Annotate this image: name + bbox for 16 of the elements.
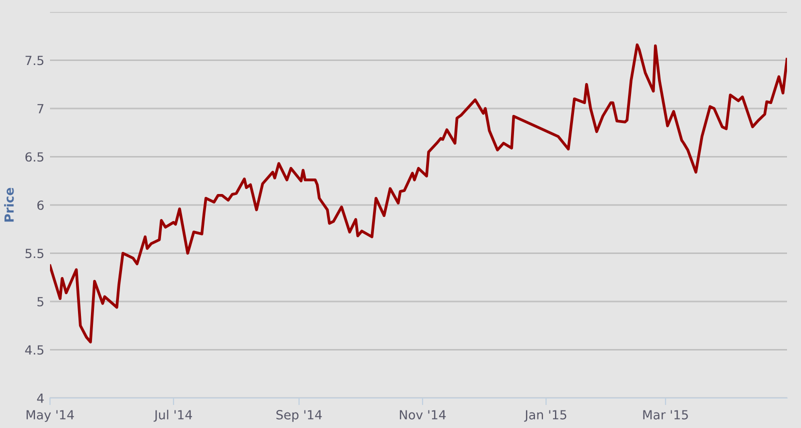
x-tick-label: Nov '14 (400, 410, 446, 420)
y-axis-title: Price (4, 188, 14, 222)
y-tick-label: 4.5 (25, 345, 44, 355)
y-tick-label: 7.5 (26, 56, 44, 66)
y-tick-label: 5 (37, 297, 44, 306)
x-tick-label: Jul '14 (154, 410, 192, 422)
y-tick-label: 4 (37, 394, 44, 403)
x-tick-label: Mar '15 (643, 410, 688, 420)
x-tick-label: May '14 (26, 410, 74, 422)
y-tick-label: 6.5 (25, 152, 44, 162)
y-tick-label: 5.5 (26, 248, 44, 258)
x-tick-label: Jan '15 (524, 410, 566, 422)
x-tick-label: Sep '14 (276, 410, 322, 422)
line-series (50, 43, 787, 344)
y-tick-label: 7 (38, 104, 44, 114)
y-tick-label: 6 (37, 200, 44, 210)
